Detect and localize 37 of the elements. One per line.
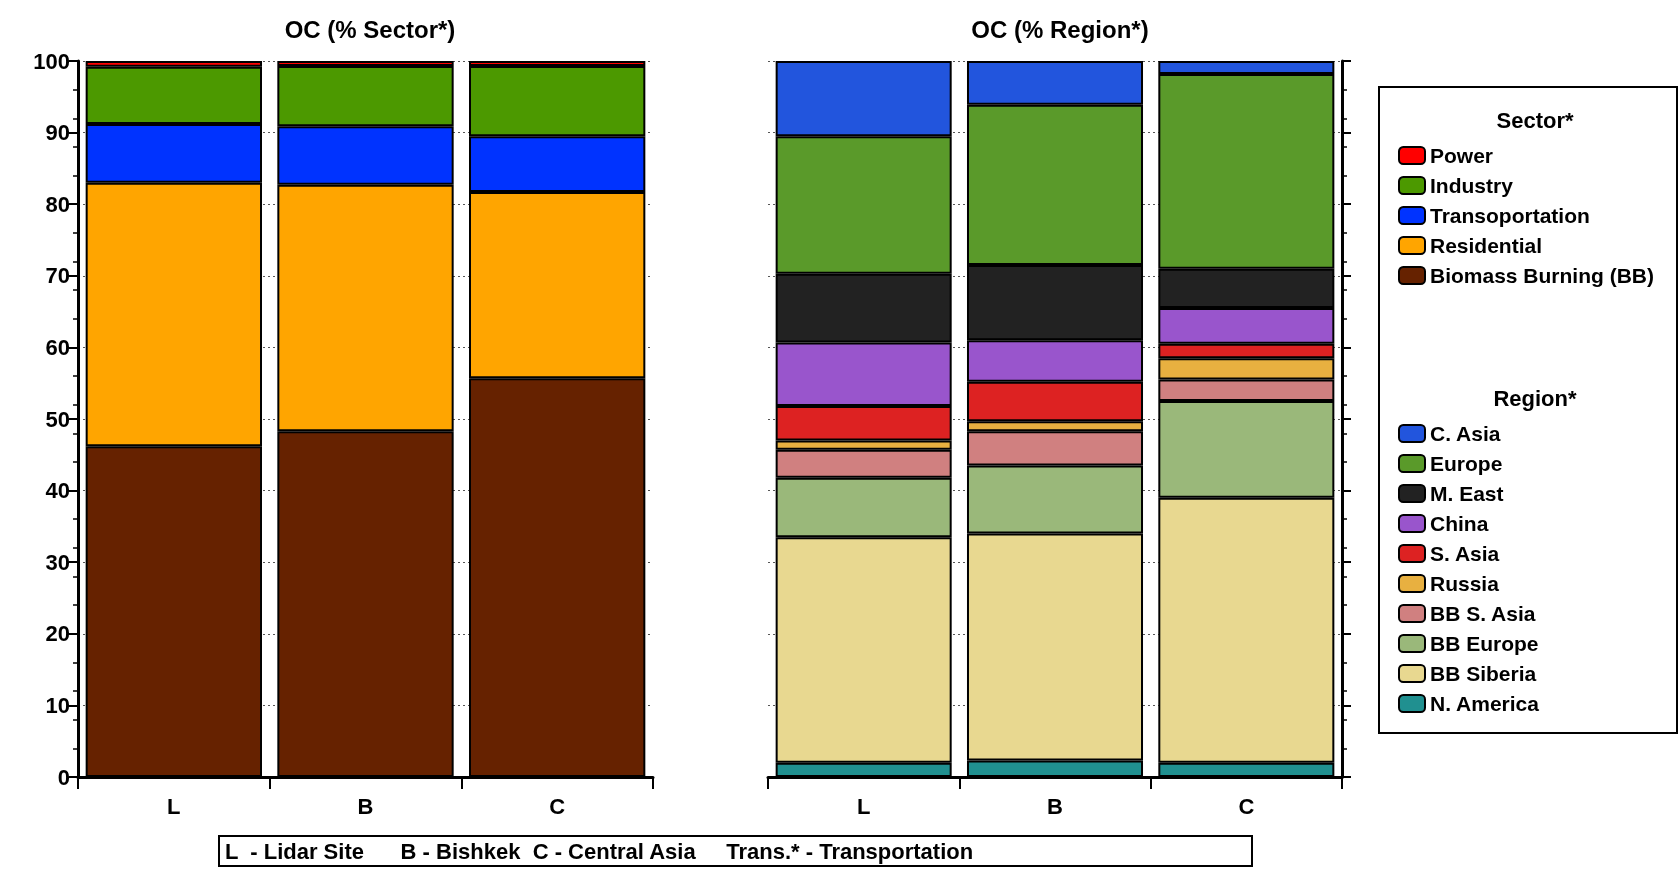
legend-label: BB Europe (1430, 632, 1539, 655)
x-tick-label: L (856, 793, 871, 819)
legend-label: Industry (1430, 174, 1514, 197)
x-tick-label: C (549, 793, 566, 819)
y-tick-label: 40 (45, 478, 70, 504)
legend-label: Power (1430, 144, 1494, 167)
legend-label: M. East (1430, 482, 1504, 505)
y-tick-label: 20 (45, 621, 70, 647)
y-tick-label: 100 (33, 48, 70, 74)
y-tick-label: 90 (45, 120, 70, 146)
y-tick-label: 60 (45, 334, 70, 360)
y-tick-label: 50 (45, 406, 70, 432)
legend-label: Biomass Burning (BB) (1430, 264, 1655, 287)
legend-label: C. Asia (1430, 422, 1501, 445)
y-tick-label: 70 (45, 263, 70, 289)
chart-title: OC (% Sector*) (284, 15, 456, 43)
y-tick-label: 0 (57, 764, 70, 790)
x-tick-label: C (1238, 793, 1255, 819)
chart-title: OC (% Region*) (971, 15, 1149, 43)
legend-label: Russia (1430, 572, 1500, 595)
text: L - Lidar Site B - Bishkek C - Central Asia Trans.* - Transportation (225, 838, 974, 864)
legend-title: Sector* (1496, 107, 1574, 133)
legend-label: Residential (1430, 234, 1543, 257)
legend-label: Transoportation (1430, 204, 1590, 227)
legend-label: China (1430, 512, 1489, 535)
y-tick-label: 80 (45, 191, 70, 217)
legend-label: BB S. Asia (1430, 602, 1536, 625)
legend-title: Region* (1493, 385, 1577, 411)
y-tick-label: 30 (45, 549, 70, 575)
y-tick-label: 10 (45, 692, 70, 718)
legend-label: S. Asia (1430, 542, 1500, 565)
legend-label: Europe (1430, 452, 1503, 475)
x-tick-label: B (357, 793, 374, 819)
x-tick-label: B (1047, 793, 1063, 819)
legend-label: N. America (1430, 692, 1540, 715)
x-tick-label: L (167, 793, 181, 819)
legend-label: BB Siberia (1430, 662, 1537, 685)
